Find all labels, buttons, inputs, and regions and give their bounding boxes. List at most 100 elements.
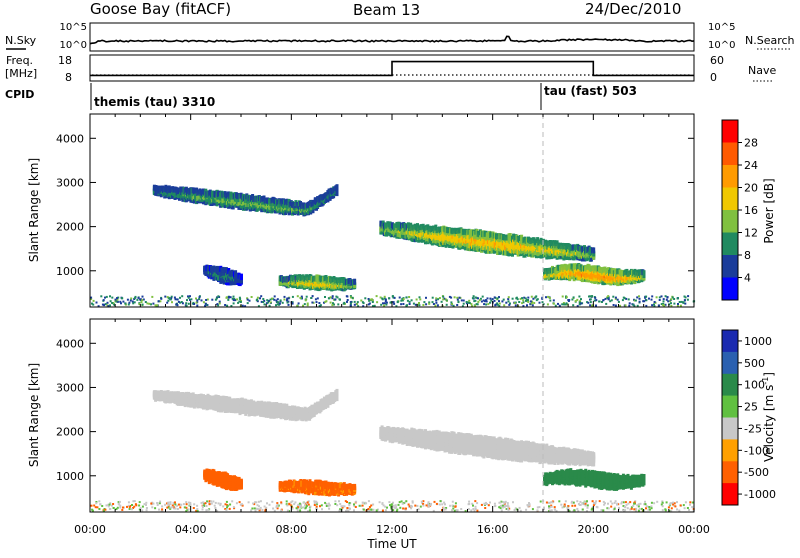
scatter-cell <box>302 305 304 307</box>
scatter-cell <box>339 299 341 301</box>
scatter-cell <box>226 501 228 503</box>
scatter-cell <box>580 298 582 300</box>
scatter-cell <box>384 506 386 508</box>
scatter-cell <box>456 304 458 306</box>
cpid-mode-2: tau (fast) 503 <box>544 84 637 98</box>
scatter-cell <box>472 508 474 510</box>
scatter-cell <box>595 305 597 307</box>
scatter-cell <box>353 509 355 511</box>
scatter-cell <box>247 299 249 301</box>
scatter-cell <box>208 509 210 511</box>
scatter-cell <box>260 500 262 502</box>
scatter-cell <box>494 505 496 507</box>
scatter-cell <box>482 296 484 298</box>
scatter-cell <box>545 296 547 298</box>
scatter-cell <box>484 507 486 509</box>
scatter-cell <box>152 303 154 305</box>
scatter-cell <box>636 296 638 298</box>
scatter-cell <box>409 303 411 305</box>
scatter-cell <box>196 302 198 304</box>
scatter-cell <box>132 301 134 303</box>
scatter-cell <box>388 297 390 299</box>
scatter-cell <box>639 301 641 303</box>
scatter-cell <box>227 299 229 301</box>
scatter-cell <box>564 504 566 506</box>
scatter-cell <box>195 298 197 300</box>
scatter-cell <box>508 296 510 298</box>
scatter-cell <box>608 298 610 300</box>
scatter-cell <box>468 503 470 505</box>
scatter-cell <box>625 501 627 503</box>
scatter-cell <box>98 500 100 502</box>
scatter-cell <box>497 297 499 299</box>
scatter-cell <box>442 296 444 298</box>
y-tick-label: 3000 <box>56 176 84 189</box>
scatter-cell <box>161 508 163 510</box>
scatter-cell <box>233 302 235 304</box>
scatter-cell <box>299 503 301 505</box>
scatter-cell <box>127 299 129 301</box>
scatter-cell <box>614 502 616 504</box>
scatter-cell <box>472 297 474 299</box>
scatter-cell <box>527 297 529 299</box>
scatter-cell <box>130 300 132 302</box>
scatter-cell <box>122 507 124 509</box>
scatter-cell <box>346 501 348 503</box>
scatter-cell <box>580 303 582 305</box>
scatter-cell <box>468 300 470 302</box>
scatter-cell <box>226 305 228 307</box>
scatter-cell <box>479 299 481 301</box>
scatter-cell <box>367 508 369 510</box>
scatter-cell <box>188 502 190 504</box>
scatter-cell <box>270 299 272 301</box>
scatter-cell <box>499 502 501 504</box>
scatter-cell <box>362 301 364 303</box>
cpid-mode-1: themis (tau) 3310 <box>94 95 215 109</box>
scatter-cell <box>661 295 663 297</box>
scatter-cell <box>587 302 589 304</box>
scatter-cell <box>635 300 637 302</box>
scatter-cell <box>303 506 305 508</box>
scatter-cell <box>566 302 568 304</box>
scatter-cell <box>258 505 260 507</box>
scatter-cell <box>624 506 626 508</box>
scatter-cell <box>442 298 444 300</box>
scatter-cell <box>508 509 510 511</box>
scatter-cell <box>532 304 534 306</box>
scatter-cell <box>350 303 352 305</box>
scatter-cell <box>291 500 293 502</box>
scatter-cell <box>620 503 622 505</box>
scatter-cell <box>561 303 563 305</box>
scatter-cell <box>299 297 301 299</box>
scatter-cell <box>176 505 178 507</box>
scatter-cell <box>362 505 364 507</box>
scatter-cell <box>605 298 607 300</box>
scatter-cell <box>519 507 521 509</box>
power-colorbar-tick-label: 20 <box>744 182 758 195</box>
scatter-cell <box>406 304 408 306</box>
scatter-cell <box>633 503 635 505</box>
scatter-cell <box>507 502 509 504</box>
scatter-cell <box>618 301 620 303</box>
scatter-cell <box>275 300 277 302</box>
nsky-panel: N.Sky 10^5 10^0 10^5 10^0 N.Search <box>5 22 795 51</box>
scatter-cell <box>111 302 113 304</box>
scatter-cell <box>236 298 238 300</box>
scatter-cell <box>428 506 430 508</box>
freq-panel: Freq. [MHz] 18 8 60 0 Nave <box>5 54 776 84</box>
power-colorbar-swatch <box>722 188 738 211</box>
scatter-cell <box>595 299 597 301</box>
scatter-cell <box>419 298 421 300</box>
scatter-cell <box>171 301 173 303</box>
scatter-cell <box>573 296 575 298</box>
scatter-cell <box>140 507 142 509</box>
scatter-cell <box>91 509 93 511</box>
scatter-cell <box>372 301 374 303</box>
scatter-cell <box>632 505 634 507</box>
scatter-cell <box>587 507 589 509</box>
scatter-cell <box>673 303 675 305</box>
scatter-cell <box>131 504 133 506</box>
scatter-cell <box>432 297 434 299</box>
scatter-cell <box>559 305 561 307</box>
scatter-cell <box>258 508 260 510</box>
